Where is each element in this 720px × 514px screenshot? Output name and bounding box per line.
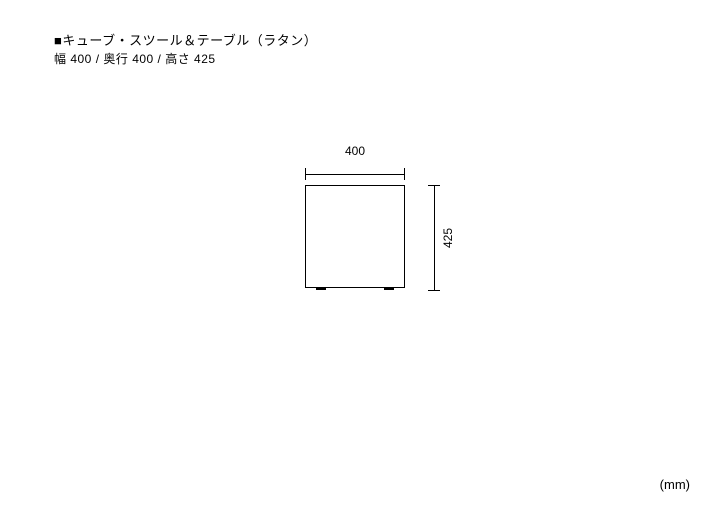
foot-right <box>384 287 394 290</box>
foot-left <box>316 287 326 290</box>
width-dimension-line <box>305 168 405 180</box>
cube-outline <box>305 185 405 288</box>
dimensions-text: 幅 400 / 奥行 400 / 高さ 425 <box>54 50 216 67</box>
product-title: ■キューブ・スツール＆テーブル（ラタン） <box>54 30 317 49</box>
page: ■キューブ・スツール＆テーブル（ラタン） 幅 400 / 奥行 400 / 高さ… <box>0 0 720 514</box>
unit-label: (mm) <box>660 477 690 492</box>
front-elevation-drawing: 400 425 <box>290 150 490 330</box>
height-dimension-line <box>428 185 440 291</box>
width-dimension-value: 400 <box>305 144 405 158</box>
height-dimension-value: 425 <box>440 185 456 291</box>
